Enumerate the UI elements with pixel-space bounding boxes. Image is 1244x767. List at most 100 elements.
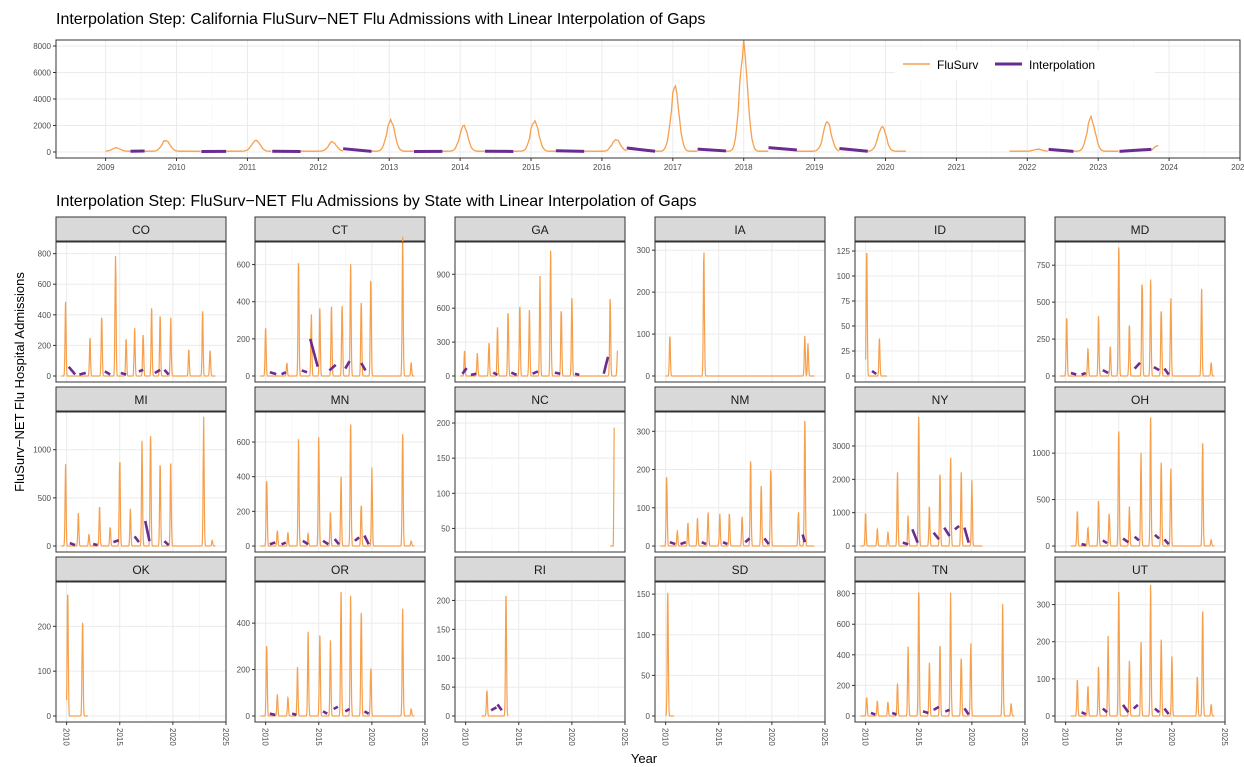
interpolation-segment (470, 372, 477, 377)
y-tick-label: 300 (637, 427, 651, 436)
interpolation-segment (1163, 707, 1170, 715)
legend: FluSurv Interpolation (895, 50, 1155, 80)
facet-strip-label: NM (731, 393, 750, 407)
y-tick-label: 400 (237, 619, 251, 628)
facet-strip-label: GA (531, 223, 548, 237)
flusurv-line (1009, 148, 1048, 152)
y-tick-label: 400 (237, 473, 251, 482)
facet-panel-ri: RI 0 50 100 150 200 2010 2015 2020 2025 (437, 556, 629, 746)
y-tick-label: 150 (437, 625, 451, 634)
y-tick-label: 0 (47, 542, 52, 551)
panel-background (255, 242, 425, 382)
flusurv-line (860, 416, 983, 547)
y-tick-label: 3000 (832, 442, 850, 451)
interpolation-segment (626, 146, 656, 153)
facet-panel-sd: SD 0 50 100 150 2010 2015 2020 2025 (637, 556, 829, 746)
facet-chart-title: Interpolation Step: FluSurv−NET Flu Admi… (56, 193, 696, 210)
x-tick-label: 2025 (420, 728, 429, 746)
y-tick-label: 25 (841, 347, 850, 356)
interpolation-segment (1081, 371, 1087, 376)
interpolation-segment (963, 527, 970, 544)
facet-panel-ny: NY 0 1000 2000 3000 (832, 386, 1026, 553)
panel-frame (254, 581, 426, 723)
facet-panel-or: OR 0 200 400 2010 2015 2020 2025 (237, 556, 429, 746)
interpolation-segment (943, 526, 951, 537)
interpolation-segment (360, 362, 367, 372)
flusurv-line (1070, 584, 1215, 717)
y-tick-label: 800 (837, 590, 851, 599)
interpolation-segment (112, 539, 120, 544)
interpolation-segment (744, 537, 751, 544)
facet-strip-label: MI (134, 393, 147, 407)
y-tick-label: 0 (646, 542, 651, 551)
y-tick-label: 0 (246, 542, 251, 551)
y-tick-label: 0 (1046, 542, 1051, 551)
y-tick-label: 100 (1037, 675, 1051, 684)
y-tick-label: 600 (437, 304, 451, 313)
y-tick-label: 0 (446, 372, 451, 381)
panel-frame (55, 581, 227, 723)
interpolation-segment (554, 371, 561, 376)
flusurv-line (867, 125, 906, 152)
interpolation-segment (891, 711, 897, 716)
flusurv-line (300, 140, 344, 152)
interpolation-segment (492, 371, 499, 377)
panel-background (655, 582, 825, 722)
y-tick-label: 100 (637, 330, 651, 339)
y-tick-label: 100 (837, 272, 851, 281)
x-tick-label: 2012 (309, 163, 327, 172)
interpolation-segment (680, 540, 687, 546)
y-tick-label: 200 (38, 622, 52, 631)
facet-strip-label: OK (132, 563, 149, 577)
facet-strip (654, 216, 826, 242)
interpolation-segment (1101, 707, 1108, 714)
panel-background (56, 242, 226, 382)
interpolation-segment (363, 710, 370, 715)
y-tick-label: 200 (637, 288, 651, 297)
y-tick-label: 0 (246, 372, 251, 381)
y-tick-label: 600 (38, 280, 52, 289)
interpolation-segment (932, 705, 940, 712)
x-tick-label: 2020 (567, 728, 576, 746)
flusurv-line (66, 594, 88, 717)
interpolation-segment (344, 707, 351, 713)
panel-background (455, 412, 625, 552)
y-tick-label: 200 (437, 596, 451, 605)
facet-panel-ut: UT 0 100 200 300 2010 2015 2020 2025 (1037, 556, 1229, 746)
y-tick-label: 200 (637, 466, 651, 475)
interpolation-segment (143, 520, 151, 542)
x-tick-label: 2020 (367, 728, 376, 746)
y-tick-label: 200 (237, 507, 251, 516)
flusurv-line (105, 147, 131, 152)
facet-panel-tn: TN 0 200 400 600 800 2010 2015 2020 2025 (837, 556, 1029, 746)
panel-frame (654, 241, 826, 383)
interpolation-segment (269, 541, 276, 546)
facet-panel-id: ID 0 25 50 75 100 125 (837, 216, 1026, 383)
x-tick-label: 2015 (914, 728, 923, 746)
facet-strip (254, 556, 426, 582)
facet-panel-oh: OH 0 500 1000 (1032, 386, 1226, 553)
interpolation-segment (308, 338, 319, 368)
legend-background (895, 50, 1155, 80)
facet-strip-label: RI (534, 563, 546, 577)
y-tick-label: 500 (1037, 298, 1051, 307)
legend-flusurv-label: FluSurv (937, 58, 978, 72)
interpolation-segment (67, 365, 77, 376)
y-tick-label: 200 (237, 335, 251, 344)
interpolation-segment (1119, 147, 1152, 153)
interpolation-segment (768, 146, 798, 152)
facet-strip (854, 216, 1026, 242)
x-tick-label: 2020 (1167, 728, 1176, 746)
x-tick-label: 2010 (62, 728, 71, 746)
facet-panel-md: MD 0 250 500 750 (1037, 216, 1226, 383)
facet-strip-label: CO (132, 223, 150, 237)
interpolation-segment (138, 368, 144, 373)
y-tick-label: 400 (237, 298, 251, 307)
interpolation-segment (1070, 371, 1077, 376)
y-tick-label: 6000 (33, 69, 51, 78)
facet-strip-label: MD (1131, 223, 1150, 237)
facet-strip (454, 556, 626, 582)
interpolation-segment (701, 540, 707, 546)
y-tick-label: 0 (646, 372, 651, 381)
x-tick-label: 2016 (593, 163, 611, 172)
